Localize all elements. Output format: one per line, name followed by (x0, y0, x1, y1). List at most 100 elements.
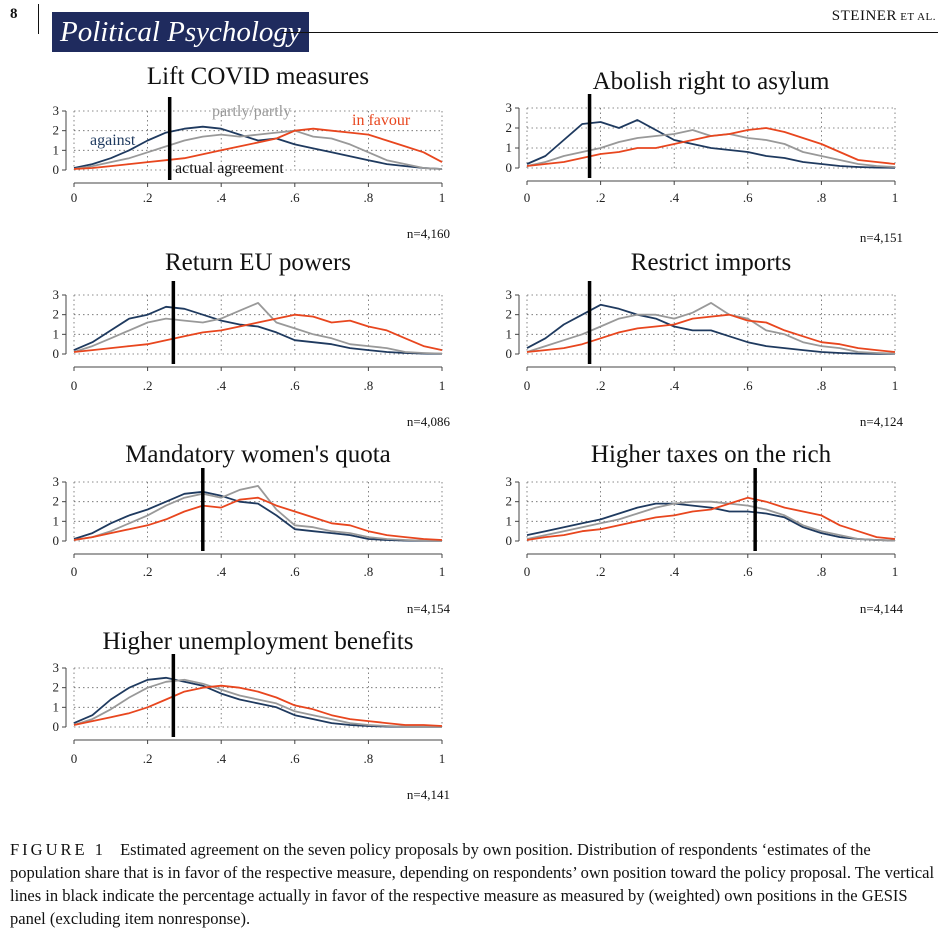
y-tick-label: 0 (53, 719, 60, 734)
series-line-against (526, 303, 895, 355)
x-tick-label: 0 (524, 378, 531, 393)
panel-title: Mandatory women's quota (125, 441, 391, 468)
y-tick-label: 3 (53, 287, 60, 302)
y-tick-label: 0 (53, 346, 60, 361)
y-tick-label: 1 (53, 699, 60, 714)
x-tick-label: .6 (290, 564, 300, 579)
x-tick-label: .8 (364, 378, 374, 393)
y-tick-label: 2 (506, 494, 513, 509)
x-tick-label: .4 (669, 190, 679, 205)
y-tick-label: 1 (506, 513, 513, 528)
chart-panel: Return EU powers 0 1 2 3 0 .2 .4 .6 .8 1 n=4,086 (53, 249, 451, 429)
y-tick-label: 0 (506, 160, 513, 175)
series-line-partly (73, 678, 442, 728)
x-tick-label: 1 (892, 378, 899, 393)
x-tick-label: .4 (216, 751, 226, 766)
y-tick-label: 1 (53, 326, 60, 341)
series-line-against (73, 676, 442, 728)
figure-panels: Lift COVID measures 0 1 2 3 0 .2 .4 .6 .8 1 n=4,160… (53, 63, 904, 802)
x-tick-label: .2 (143, 190, 153, 205)
y-tick-label: 0 (506, 346, 513, 361)
x-tick-label: .6 (290, 378, 300, 393)
x-tick-label: 1 (892, 564, 899, 579)
x-tick-label: .8 (364, 751, 374, 766)
y-tick-label: 2 (506, 120, 513, 135)
sample-size-label: n=4,154 (407, 601, 451, 616)
chart-panel: Lift COVID measures 0 1 2 3 0 .2 .4 .6 .8 1 n=4,160… (53, 63, 451, 241)
sample-size-label: n=4,141 (407, 787, 450, 802)
caption-label: FIGURE 1 (10, 840, 106, 859)
y-tick-label: 1 (53, 142, 60, 157)
x-tick-label: .8 (817, 378, 827, 393)
x-tick-label: .2 (143, 564, 153, 579)
x-tick-label: .8 (817, 564, 827, 579)
y-tick-label: 1 (53, 513, 60, 528)
panel-title: Higher unemployment benefits (102, 628, 413, 655)
series-line-in-favour (73, 127, 443, 170)
page-header: 8 Political Psychology STEINER ET AL. (0, 0, 948, 56)
x-tick-label: .4 (216, 564, 226, 579)
chart-panel: Higher unemployment benefits 0 1 2 3 0 .2 .4 .6.… (53, 628, 451, 802)
x-tick-label: .8 (817, 190, 827, 205)
label-in-favour: in favour (352, 112, 411, 129)
series-line-in-favour (73, 684, 443, 727)
label-partly: partly/partly (212, 103, 291, 120)
y-tick-label: 2 (53, 307, 60, 322)
y-tick-label: 1 (506, 140, 513, 155)
y-tick-label: 3 (506, 474, 513, 489)
running-head: STEINER ET AL. (832, 8, 936, 25)
chart-panel: Higher taxes on the rich 0 1 2 3 0 .2 .4 .6 .8 1 n=… (506, 441, 904, 616)
sample-size-label: n=4,151 (860, 230, 903, 245)
y-tick-label: 0 (53, 162, 60, 177)
x-tick-label: .2 (143, 751, 153, 766)
y-tick-label: 3 (53, 103, 60, 118)
figure-caption: FIGURE 1 Estimated agreement on the seve… (10, 838, 940, 930)
x-tick-label: .6 (743, 564, 753, 579)
sample-size-label: n=4,144 (860, 601, 904, 616)
y-tick-label: 1 (506, 326, 513, 341)
series-line-partly (73, 129, 443, 170)
x-tick-label: 0 (71, 190, 78, 205)
page-number: 8 (10, 6, 18, 22)
x-tick-label: .2 (143, 378, 153, 393)
y-tick-label: 2 (53, 680, 60, 695)
x-tick-label: .6 (743, 378, 753, 393)
series-line-against (526, 502, 896, 542)
x-tick-label: .6 (743, 190, 753, 205)
x-tick-label: .6 (290, 751, 300, 766)
panel-title: Abolish right to asylum (593, 68, 830, 95)
x-tick-label: .4 (669, 378, 679, 393)
y-tick-label: 2 (53, 494, 60, 509)
y-tick-label: 0 (506, 533, 513, 548)
running-head-authors: STEINER (831, 8, 897, 24)
sample-size-label: n=4,124 (860, 414, 904, 429)
chart-panel: Abolish right to asylum 0 1 2 3 0 .2 .4 .6 .8 1 n=4… (506, 68, 904, 245)
caption-text: Estimated agreement on the seven policy … (10, 840, 935, 928)
chart-panel: Mandatory women's quota 0 1 2 3 0 .2 .4 .6 .8 1 n=4… (53, 441, 451, 616)
x-tick-label: .4 (216, 378, 226, 393)
x-tick-label: .2 (596, 378, 606, 393)
x-tick-label: 1 (892, 190, 899, 205)
x-tick-label: .6 (290, 190, 300, 205)
x-tick-label: .2 (596, 190, 606, 205)
y-tick-label: 2 (53, 123, 60, 138)
panel-title: Higher taxes on the rich (591, 441, 832, 468)
header-divider (38, 4, 39, 34)
header-rule (282, 32, 938, 33)
series-line-partly (73, 301, 443, 355)
series-line-against (73, 305, 443, 355)
series-line-against (73, 490, 442, 542)
label-actual-agreement: actual agreement (175, 160, 284, 177)
x-tick-label: .4 (669, 564, 679, 579)
x-tick-label: 0 (524, 190, 531, 205)
x-tick-label: 0 (71, 751, 78, 766)
series-line-against (73, 125, 443, 170)
journal-title: Political Psychology (52, 12, 309, 52)
series-line-in-favour (73, 496, 443, 541)
x-tick-label: 0 (71, 564, 78, 579)
panel-title: Lift COVID measures (147, 63, 369, 90)
x-tick-label: 0 (524, 564, 531, 579)
running-head-etal: ET AL. (896, 11, 936, 23)
x-tick-label: .2 (596, 564, 606, 579)
panel-title: Restrict imports (631, 249, 791, 276)
